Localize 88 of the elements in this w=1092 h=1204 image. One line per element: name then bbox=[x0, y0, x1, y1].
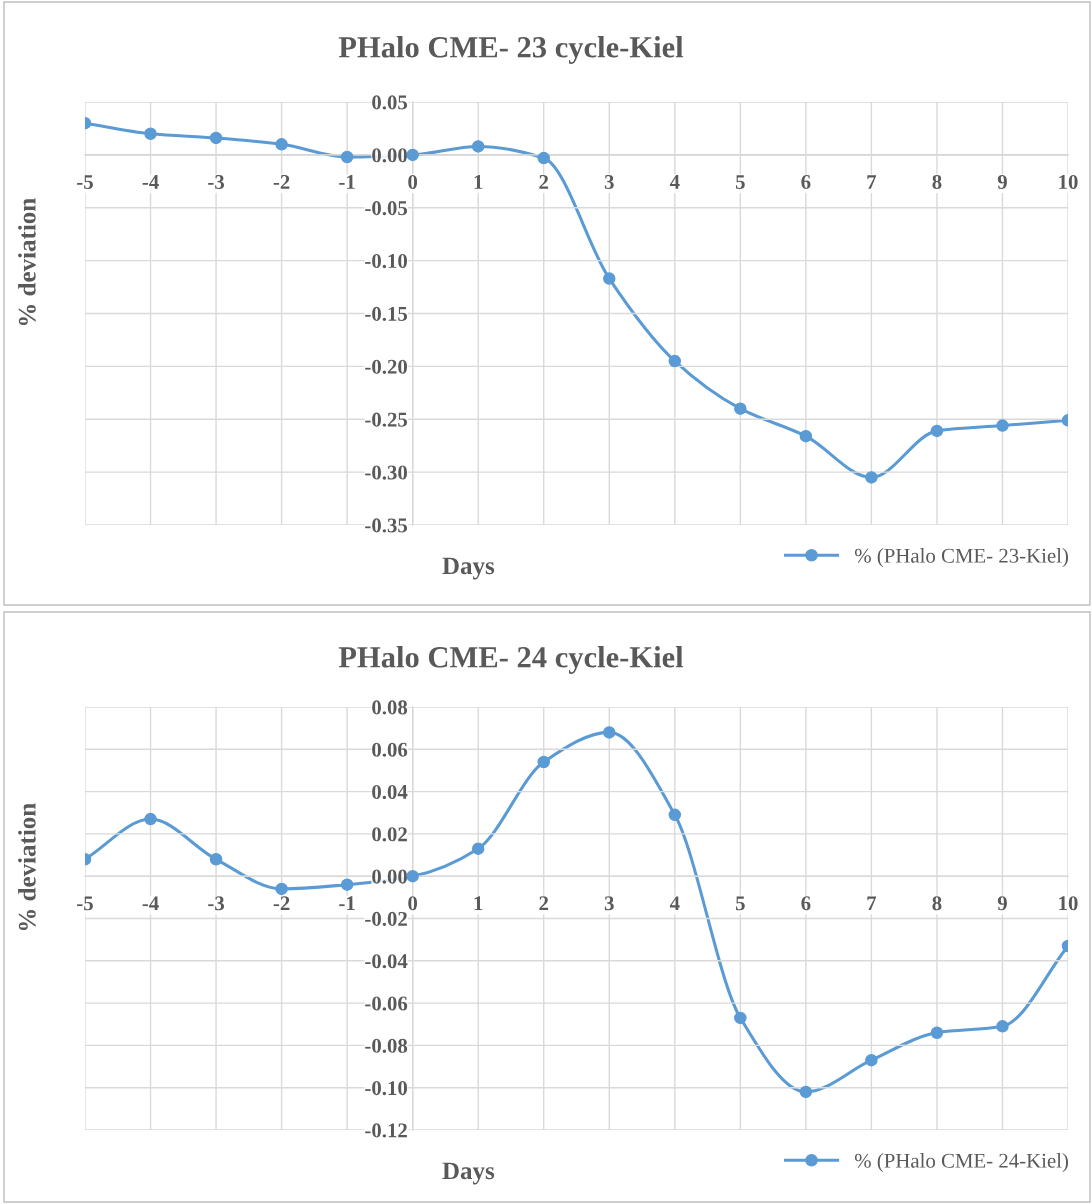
x-tick-label: -1 bbox=[339, 175, 355, 189]
x-tick-label: -5 bbox=[77, 175, 93, 189]
y-tick-label: 0.00 bbox=[372, 869, 408, 884]
x-tick-label: 9 bbox=[997, 896, 1007, 911]
x-tick-label: -3 bbox=[208, 174, 225, 189]
x-tick-label: 7 bbox=[867, 175, 877, 189]
x-tick-label: 6 bbox=[801, 174, 811, 189]
y-tick-label: -0.10 bbox=[365, 254, 408, 269]
x-tick-label: 2 bbox=[539, 896, 549, 911]
x-tick-label: -2 bbox=[273, 174, 290, 189]
point bbox=[209, 853, 223, 866]
x-tick-label: 9 bbox=[997, 174, 1007, 189]
y-tick-label: -0.04 bbox=[365, 954, 408, 969]
x-tick-label: -4 bbox=[142, 175, 159, 189]
y-tick-label: -0.12 bbox=[365, 1123, 407, 1138]
x-tick-label: 8 bbox=[932, 174, 942, 189]
point bbox=[144, 812, 157, 826]
point bbox=[865, 471, 878, 484]
point bbox=[471, 140, 485, 153]
y-tick-label: -0.35 bbox=[365, 518, 408, 533]
x-tick-label: 4 bbox=[669, 175, 680, 189]
x-tick-label: 1 bbox=[474, 896, 483, 911]
y-axis-title: % deviation bbox=[18, 803, 36, 931]
point bbox=[471, 842, 485, 855]
point bbox=[144, 127, 157, 140]
y-tick-label: -0.25 bbox=[365, 412, 408, 427]
chart-title: PHalo CME- 24 cycle-Kiel bbox=[338, 646, 684, 674]
y-tick-label: 0.00 bbox=[372, 148, 408, 163]
point bbox=[996, 1020, 1009, 1033]
x-tick-label: 6 bbox=[801, 896, 811, 911]
point bbox=[406, 869, 419, 883]
point bbox=[734, 1011, 747, 1025]
point bbox=[537, 755, 550, 769]
x-tick-label: 2 bbox=[539, 174, 549, 189]
y-tick-label: 0.04 bbox=[372, 784, 408, 800]
point bbox=[603, 726, 616, 739]
x-tick-label: 1 bbox=[474, 175, 483, 189]
point bbox=[930, 424, 944, 438]
point bbox=[668, 808, 682, 822]
y-tick-label: -0.02 bbox=[365, 911, 407, 927]
y-tick-label: -0.08 bbox=[365, 1038, 408, 1053]
point bbox=[340, 150, 354, 164]
y-tick-label: -0.06 bbox=[365, 996, 408, 1011]
y-tick-label: -0.30 bbox=[365, 465, 408, 480]
y-tick-label: 0.06 bbox=[372, 742, 408, 757]
point bbox=[209, 131, 223, 145]
point bbox=[603, 272, 616, 285]
x-tick-label: 3 bbox=[604, 896, 614, 911]
x-tick-label: -3 bbox=[208, 896, 225, 911]
point bbox=[996, 419, 1009, 432]
y-tick-label: -0.05 bbox=[365, 201, 408, 216]
x-tick-label: -4 bbox=[142, 896, 159, 911]
x-tick-label: 5 bbox=[735, 896, 745, 911]
x-axis-title: Days bbox=[442, 1162, 495, 1185]
point bbox=[275, 882, 288, 896]
point bbox=[930, 1026, 944, 1039]
chart-title: PHalo CME- 23 cycle-Kiel bbox=[338, 36, 684, 64]
x-tick-label: 10 bbox=[1059, 896, 1078, 911]
x-tick-label: -1 bbox=[339, 896, 355, 911]
legend-label: % (PHalo CME- 24-Kiel) bbox=[854, 1153, 1068, 1172]
x-tick-label: -2 bbox=[273, 896, 290, 911]
point bbox=[537, 151, 550, 165]
x-axis-title: Days bbox=[442, 557, 495, 580]
point bbox=[275, 138, 288, 151]
y-axis-title: % deviation bbox=[18, 198, 36, 326]
y-tick-label: 0.05 bbox=[372, 95, 408, 110]
point bbox=[734, 402, 747, 415]
x-tick-label: -5 bbox=[77, 896, 93, 911]
y-tick-label: -0.20 bbox=[365, 359, 408, 374]
y-tick-label: -0.10 bbox=[365, 1081, 408, 1096]
y-tick-label: 0.02 bbox=[372, 827, 407, 842]
legend-label: % (PHalo CME- 23-Kiel) bbox=[854, 548, 1068, 567]
point bbox=[340, 878, 354, 891]
y-tick-label: 0.08 bbox=[372, 700, 408, 715]
x-tick-label: 8 bbox=[932, 896, 942, 911]
x-tick-label: 5 bbox=[735, 175, 745, 189]
x-tick-label: 0 bbox=[408, 174, 418, 189]
point bbox=[406, 148, 419, 162]
x-tick-label: 7 bbox=[867, 896, 877, 911]
point bbox=[865, 1053, 878, 1067]
point bbox=[799, 429, 813, 443]
x-tick-label: 0 bbox=[408, 896, 418, 911]
x-tick-label: 10 bbox=[1059, 174, 1078, 189]
point bbox=[799, 1085, 813, 1099]
x-tick-label: 3 bbox=[604, 174, 614, 189]
y-tick-label: -0.15 bbox=[365, 306, 408, 322]
point bbox=[668, 354, 682, 368]
x-tick-label: 4 bbox=[669, 896, 680, 911]
